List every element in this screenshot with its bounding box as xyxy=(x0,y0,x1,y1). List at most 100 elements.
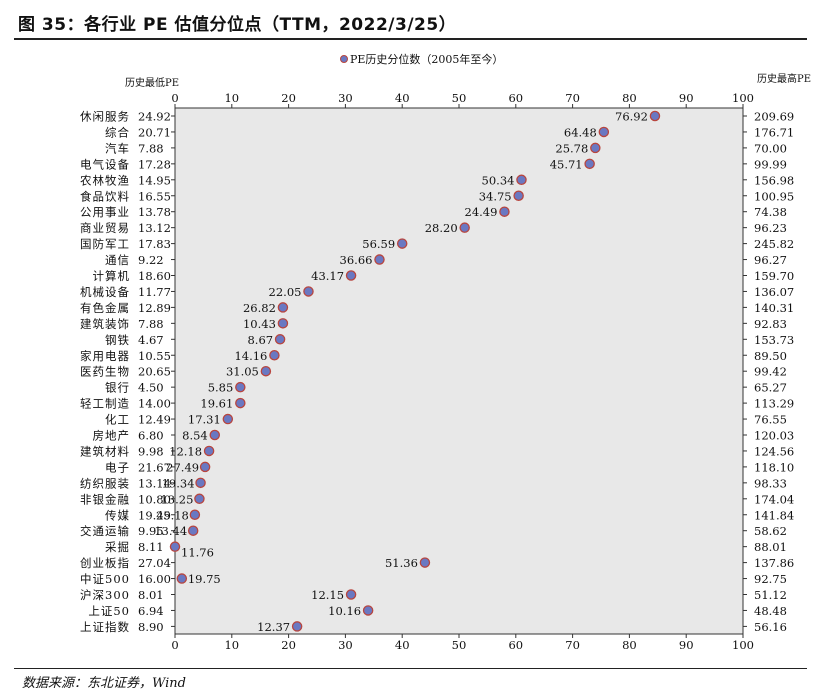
data-point xyxy=(203,445,215,457)
data-point xyxy=(584,158,595,170)
data-label: 22.05 xyxy=(269,285,302,299)
x-tick-label-bottom: 90 xyxy=(679,638,694,652)
max-pe-label: 136.07 xyxy=(754,285,794,299)
min-pe-label: 16.00 xyxy=(138,572,171,586)
min-pe-label: 10.80 xyxy=(138,492,171,506)
data-label: 12.15 xyxy=(311,588,344,602)
data-point xyxy=(235,381,246,393)
data-point xyxy=(222,413,234,425)
data-label: 5.85 xyxy=(208,381,234,395)
x-tick-label-bottom: 50 xyxy=(452,638,467,652)
min-pe-label: 20.65 xyxy=(138,365,171,379)
category-label: 非银金融 xyxy=(80,492,130,506)
x-tick-label-bottom: 40 xyxy=(395,638,410,652)
max-pe-label: 56.16 xyxy=(754,620,787,634)
data-point xyxy=(513,190,524,201)
category-label: 房地产 xyxy=(93,429,131,443)
row-15: 钢铁 4.67 153.73 8.67 xyxy=(105,333,794,347)
max-pe-label: 98.33 xyxy=(754,476,787,490)
max-pe-label: 92.83 xyxy=(754,317,787,331)
category-label: 创业板指 xyxy=(80,556,130,570)
axes: 0 0 10 10 20 20 30 30 40 40 50 50 60 60 70 70 80 80 90 90 10… xyxy=(171,91,754,652)
category-label: 国防军工 xyxy=(80,237,130,251)
min-pe-label: 6.80 xyxy=(138,429,164,443)
min-pe-label: 9.22 xyxy=(138,253,164,267)
left-column-label: 历史最低PE xyxy=(125,76,179,89)
data-point xyxy=(303,286,314,297)
min-pe-label: 13.78 xyxy=(138,205,171,219)
data-label: 27.49 xyxy=(166,460,199,474)
data-point xyxy=(260,365,272,377)
data-label: 36.66 xyxy=(340,253,373,267)
min-pe-label: 9.95 xyxy=(138,524,164,538)
row-22: 建筑材料 9.98 124.56 12.18 xyxy=(80,444,794,458)
max-pe-label: 76.55 xyxy=(754,413,787,427)
min-pe-label: 10.55 xyxy=(138,349,171,363)
min-pe-label: 19.49 xyxy=(138,508,171,522)
row-10: 通信 9.22 96.27 36.66 xyxy=(105,253,787,267)
data-label: 25.18 xyxy=(156,508,189,522)
data-label: 31.05 xyxy=(226,365,259,379)
min-pe-label: 7.88 xyxy=(138,317,164,331)
row-24: 纺织服装 13.14 98.33 19.34 xyxy=(80,476,787,490)
category-label: 公用事业 xyxy=(80,205,130,219)
data-label: 10.16 xyxy=(328,604,361,618)
data-label: 24.49 xyxy=(465,205,498,219)
max-pe-label: 58.62 xyxy=(754,524,787,538)
x-tick-label-top: 100 xyxy=(732,91,754,105)
data-label: 8.54 xyxy=(182,429,208,443)
data-point xyxy=(169,541,181,552)
figure-title: 图 35：各行业 PE 估值分位点（TTM，2022/3/25） xyxy=(18,15,457,35)
data-label: 14.16 xyxy=(234,349,267,363)
data-label: 17.31 xyxy=(188,413,221,427)
max-pe-label: 245.82 xyxy=(754,237,794,251)
category-label: 农林牧渔 xyxy=(80,173,130,187)
row-19: 轻工制造 14.00 113.29 19.61 xyxy=(80,397,794,411)
data-point xyxy=(269,349,280,361)
bottom-rule xyxy=(14,668,807,669)
title-rule xyxy=(14,38,807,40)
category-label: 汽车 xyxy=(105,141,130,155)
max-pe-label: 100.95 xyxy=(754,189,794,203)
min-pe-label: 18.60 xyxy=(138,269,171,283)
category-label: 中证500 xyxy=(80,572,130,586)
category-label: 采掘 xyxy=(105,540,130,554)
row-30: 中证500 16.00 92.75 19.75 xyxy=(80,572,787,586)
category-label: 上证指数 xyxy=(80,620,130,634)
min-pe-label: 8.11 xyxy=(138,540,164,554)
max-pe-label: 118.10 xyxy=(754,460,794,474)
category-label: 建筑材料 xyxy=(80,444,130,458)
data-label: 12.37 xyxy=(257,620,290,634)
x-tick-label-top: 50 xyxy=(452,91,467,105)
row-1: 休闲服务 24.92 209.69 76.92 xyxy=(80,110,794,124)
data-point xyxy=(649,110,661,122)
category-label: 有色金属 xyxy=(80,301,130,315)
x-tick-label-top: 0 xyxy=(171,91,178,105)
x-tick-label-bottom: 0 xyxy=(171,638,178,652)
data-label: 34.75 xyxy=(479,189,512,203)
min-pe-label: 21.67 xyxy=(138,460,171,474)
x-tick-label-bottom: 20 xyxy=(281,638,296,652)
min-pe-label: 4.67 xyxy=(138,333,164,347)
plot-area xyxy=(175,108,743,634)
x-tick-label-bottom: 70 xyxy=(565,638,580,652)
category-label: 通信 xyxy=(105,253,130,267)
min-pe-label: 8.01 xyxy=(138,588,164,602)
data-point xyxy=(189,509,201,520)
row-31: 沪深300 8.01 51.12 12.15 xyxy=(80,588,787,602)
legend-label: PE历史分位数（2005年至今） xyxy=(350,52,503,66)
min-pe-label: 17.28 xyxy=(138,157,171,171)
x-tick-label-top: 60 xyxy=(508,91,523,105)
data-label: 50.34 xyxy=(482,173,515,187)
max-pe-label: 153.73 xyxy=(754,333,794,347)
category-label: 家用电器 xyxy=(80,349,130,363)
row-5: 农林牧渔 14.95 156.98 50.34 xyxy=(80,173,794,187)
min-pe-label: 14.00 xyxy=(138,397,171,411)
data-point xyxy=(396,238,408,249)
data-label: 64.48 xyxy=(564,125,597,139)
category-label: 化工 xyxy=(105,413,130,427)
x-tick-label-top: 90 xyxy=(679,91,694,105)
category-label: 食品饮料 xyxy=(80,189,130,203)
data-label: 43.17 xyxy=(311,269,344,283)
